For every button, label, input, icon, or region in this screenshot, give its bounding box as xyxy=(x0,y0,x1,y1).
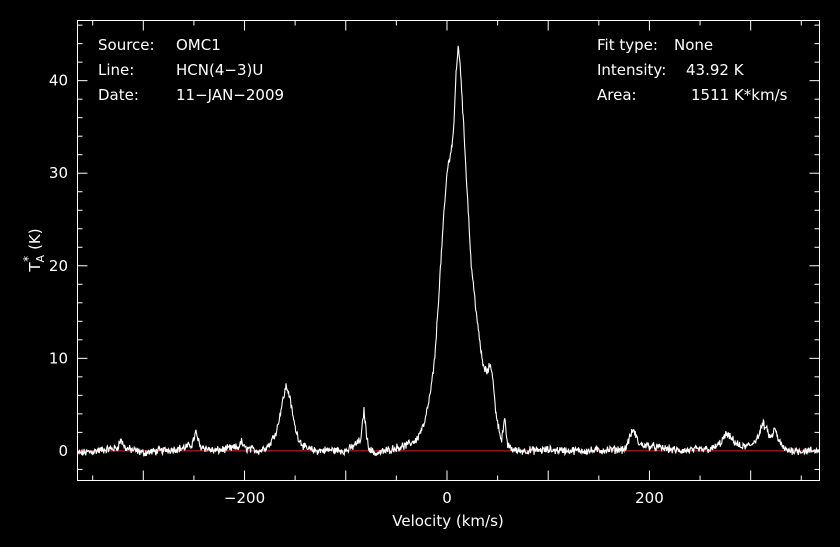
spectrum-line xyxy=(76,45,821,457)
y-axis-label: TA* (K) xyxy=(21,228,47,272)
y-axis-label-sub: A xyxy=(34,254,47,262)
annotation-key: Fit type: xyxy=(597,36,658,54)
annotation-value: 43.92 K xyxy=(686,61,745,79)
annotation-key: Intensity: xyxy=(597,61,666,79)
y-axis-label-unit: (K) xyxy=(26,228,44,250)
annotation-value: HCN(4−3)U xyxy=(176,61,263,79)
plot-frame xyxy=(77,20,820,481)
spectrum-group xyxy=(76,45,821,457)
annotation-value: OMC1 xyxy=(176,36,221,54)
y-tick-label: 20 xyxy=(49,257,68,275)
y-tick-label: 0 xyxy=(58,442,68,460)
x-ticks: −200 0 200 xyxy=(92,20,802,507)
y-axis-label-main: T xyxy=(26,262,44,273)
y-axis-label-sup: * xyxy=(21,256,35,262)
annotation-value: 11−JAN−2009 xyxy=(176,86,284,104)
annotation-key: Date: xyxy=(98,86,139,104)
x-tick-label: 0 xyxy=(442,489,452,507)
annotation-key: Line: xyxy=(98,61,134,79)
annotation-key: Area: xyxy=(597,86,637,104)
y-tick-label: 40 xyxy=(49,72,68,90)
y-tick-label: 10 xyxy=(49,349,68,367)
annotation-value: None xyxy=(674,36,713,54)
y-tick-label: 30 xyxy=(49,164,68,182)
x-axis-label: Velocity (km/s) xyxy=(392,512,503,530)
annotation-left: Source: OMC1 Line: HCN(4−3)U Date: 11−JA… xyxy=(98,36,284,104)
annotation-value: 1511 K*km/s xyxy=(691,86,788,104)
x-tick-label: 200 xyxy=(635,489,664,507)
svg-text:TA*(K): TA* (K) xyxy=(21,228,47,272)
annotation-right: Fit type: None Intensity: 43.92 K Area: … xyxy=(597,36,788,104)
annotation-key: Source: xyxy=(98,36,155,54)
x-tick-label: −200 xyxy=(224,489,265,507)
